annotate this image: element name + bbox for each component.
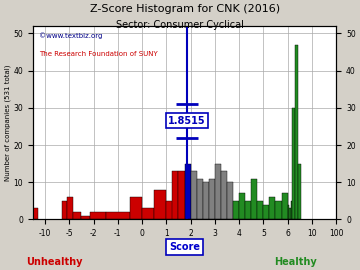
- Bar: [221, 171, 227, 220]
- Bar: [289, 208, 291, 220]
- Bar: [179, 171, 185, 220]
- Bar: [67, 197, 73, 220]
- Text: ©www.textbiz.org: ©www.textbiz.org: [39, 32, 102, 39]
- Bar: [197, 178, 203, 220]
- Bar: [172, 171, 179, 220]
- Bar: [209, 178, 215, 220]
- Text: Sector: Consumer Cyclical: Sector: Consumer Cyclical: [116, 20, 244, 30]
- Text: Unhealthy: Unhealthy: [26, 256, 82, 266]
- Bar: [62, 201, 67, 220]
- Bar: [269, 197, 275, 220]
- Bar: [239, 193, 245, 220]
- Bar: [298, 164, 301, 220]
- Bar: [275, 201, 282, 220]
- Bar: [251, 178, 257, 220]
- Bar: [154, 190, 166, 220]
- Bar: [215, 164, 221, 220]
- Bar: [282, 193, 288, 220]
- Bar: [233, 201, 239, 220]
- X-axis label: Score: Score: [169, 242, 200, 252]
- Text: The Research Foundation of SUNY: The Research Foundation of SUNY: [39, 51, 158, 57]
- Text: 1.8515: 1.8515: [168, 116, 206, 126]
- Bar: [190, 171, 197, 220]
- Bar: [81, 216, 90, 220]
- Bar: [33, 208, 38, 220]
- Bar: [288, 205, 289, 220]
- Bar: [245, 201, 251, 220]
- Bar: [185, 164, 190, 220]
- Bar: [130, 197, 142, 220]
- Bar: [106, 212, 130, 220]
- Bar: [73, 212, 81, 220]
- Bar: [166, 201, 179, 220]
- Bar: [257, 201, 263, 220]
- Bar: [227, 182, 233, 220]
- Bar: [263, 205, 269, 220]
- Bar: [142, 208, 154, 220]
- Text: Healthy: Healthy: [274, 256, 316, 266]
- Y-axis label: Number of companies (531 total): Number of companies (531 total): [4, 65, 11, 181]
- Bar: [295, 45, 298, 220]
- Bar: [292, 108, 295, 220]
- Bar: [291, 201, 292, 220]
- Bar: [203, 182, 209, 220]
- Title: Z-Score Histogram for CNK (2016): Z-Score Histogram for CNK (2016): [90, 4, 280, 14]
- Bar: [90, 212, 106, 220]
